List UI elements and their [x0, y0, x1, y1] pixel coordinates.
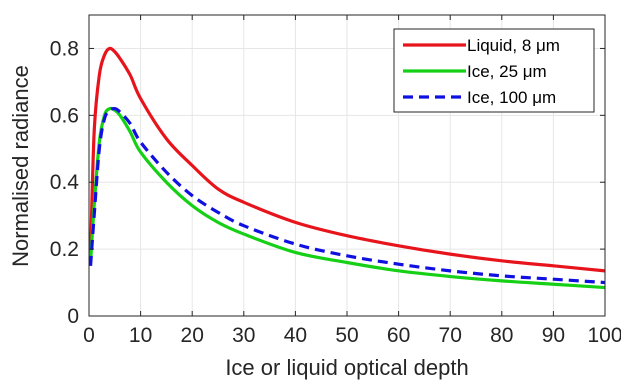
series-lines [88, 46, 606, 290]
x-tick-label: 70 [439, 324, 462, 347]
y-axis-label: Normalised radiance [8, 65, 33, 267]
axis-ticks [88, 15, 606, 317]
y-tick-label: 0.6 [50, 104, 79, 127]
x-tick-label: 20 [181, 324, 204, 347]
x-tick-label: 100 [587, 324, 621, 347]
x-tick-label: 40 [284, 324, 307, 347]
y-tick-label: 0.4 [50, 171, 80, 194]
legend-entry-ice-25um-label: Ice, 25 μm [467, 62, 547, 81]
legend-entry-ice-100um-label: Ice, 100 μm [467, 88, 556, 107]
series-ice-100um [88, 106, 606, 285]
x-tick-label: 50 [335, 324, 358, 347]
y-tick-label: 0.8 [50, 37, 79, 60]
legend: Liquid, 8 μm Ice, 25 μm Ice, 100 μm [393, 28, 595, 113]
series-ice-25um [88, 106, 606, 290]
series-liquid-8um [88, 46, 606, 273]
x-tick-label: 60 [387, 324, 410, 347]
x-tick-label: 0 [83, 324, 95, 347]
x-tick-label: 80 [490, 324, 513, 347]
x-axis-label: Ice or liquid optical depth [225, 355, 468, 380]
x-tick-labels: 0 10 20 30 40 50 60 70 80 90 100 [83, 324, 621, 347]
y-tick-label: 0 [67, 305, 79, 328]
x-tick-label: 10 [129, 324, 152, 347]
x-tick-label: 30 [232, 324, 255, 347]
x-tick-label: 90 [542, 324, 565, 347]
legend-entry-liquid-8um-label: Liquid, 8 μm [467, 36, 560, 55]
y-tick-label: 0.2 [50, 238, 79, 261]
y-tick-labels: 0 0.2 0.4 0.6 0.8 [50, 37, 80, 328]
